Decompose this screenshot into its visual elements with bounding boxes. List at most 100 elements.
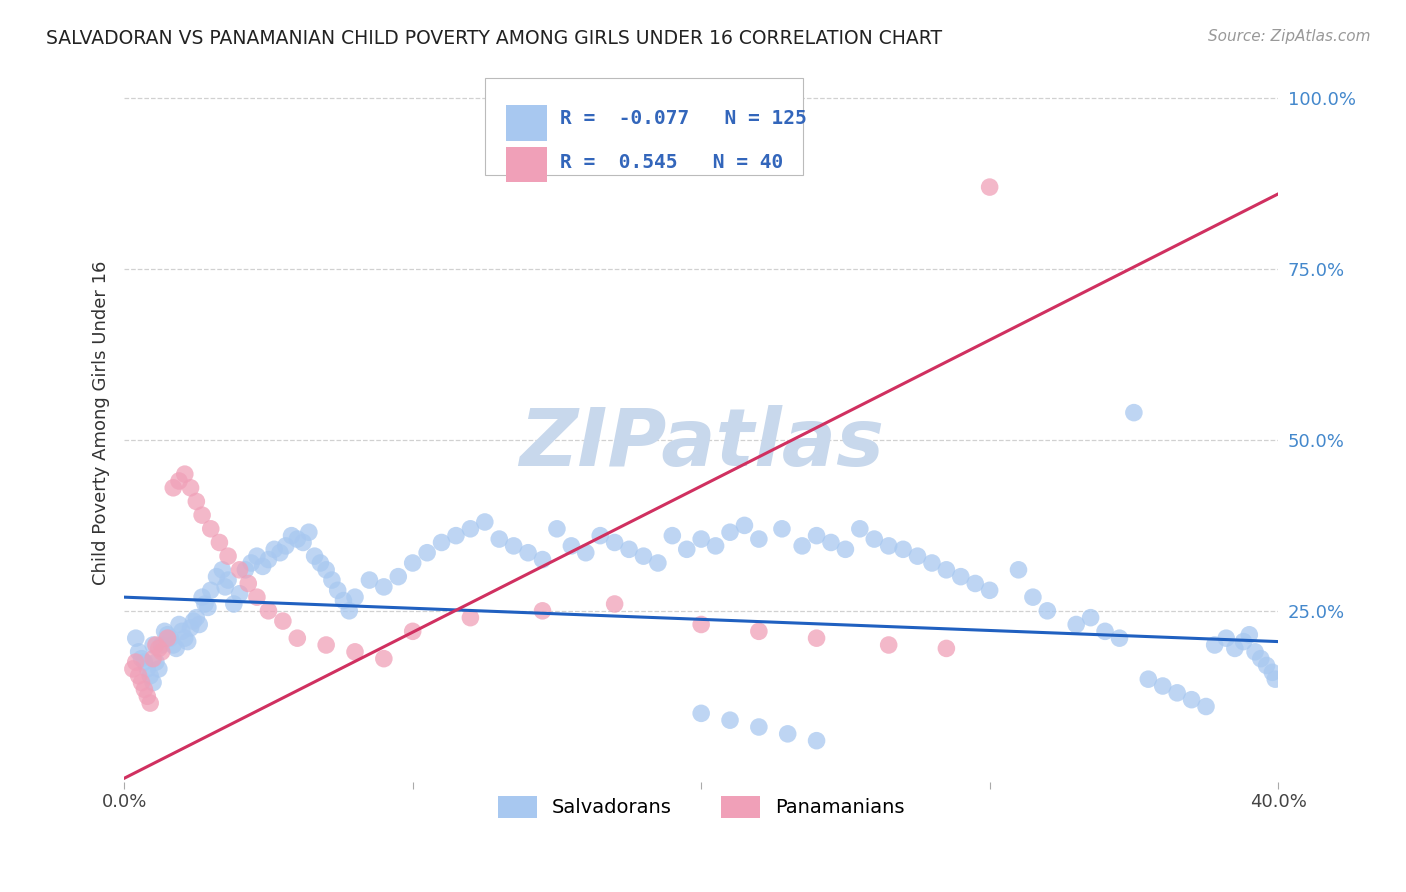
Point bbox=[252, 559, 274, 574]
Point bbox=[131, 675, 153, 690]
Point bbox=[517, 546, 540, 560]
Point bbox=[128, 645, 150, 659]
Point bbox=[460, 522, 482, 536]
Point bbox=[603, 535, 626, 549]
Point bbox=[1180, 692, 1202, 706]
Point bbox=[935, 641, 957, 656]
FancyBboxPatch shape bbox=[506, 105, 547, 141]
Point bbox=[183, 614, 205, 628]
Point bbox=[690, 617, 713, 632]
Text: R =  -0.077   N = 125: R = -0.077 N = 125 bbox=[561, 109, 807, 128]
Point bbox=[148, 641, 170, 656]
Point bbox=[531, 552, 554, 566]
Point bbox=[145, 655, 167, 669]
Point bbox=[704, 539, 727, 553]
Point bbox=[156, 631, 179, 645]
Point bbox=[139, 696, 162, 710]
Point bbox=[167, 617, 190, 632]
Point bbox=[139, 669, 162, 683]
Point bbox=[1244, 645, 1267, 659]
Point bbox=[560, 539, 582, 553]
Point bbox=[285, 631, 308, 645]
Point bbox=[194, 597, 217, 611]
Point bbox=[180, 621, 202, 635]
Point bbox=[315, 563, 337, 577]
Point bbox=[402, 556, 425, 570]
Point bbox=[1250, 651, 1272, 665]
FancyBboxPatch shape bbox=[506, 146, 547, 183]
Point bbox=[165, 641, 187, 656]
Point bbox=[770, 522, 793, 536]
Point bbox=[321, 573, 343, 587]
Point bbox=[444, 528, 467, 542]
Point bbox=[1094, 624, 1116, 639]
Point bbox=[240, 556, 263, 570]
Point bbox=[142, 651, 165, 665]
Point bbox=[460, 610, 482, 624]
Point bbox=[208, 535, 231, 549]
Point bbox=[271, 614, 294, 628]
Point bbox=[274, 539, 297, 553]
Point bbox=[343, 590, 366, 604]
Point bbox=[156, 628, 179, 642]
Point bbox=[326, 583, 349, 598]
Point bbox=[228, 563, 250, 577]
Legend: Salvadorans, Panamanians: Salvadorans, Panamanians bbox=[489, 788, 912, 826]
Point bbox=[907, 549, 929, 563]
Point bbox=[1022, 590, 1045, 604]
Point bbox=[935, 563, 957, 577]
Point bbox=[131, 651, 153, 665]
Point bbox=[205, 569, 228, 583]
Point bbox=[257, 604, 280, 618]
Point bbox=[820, 535, 842, 549]
Point bbox=[792, 539, 814, 553]
Point bbox=[1232, 634, 1254, 648]
Point bbox=[186, 610, 208, 624]
Point bbox=[197, 600, 219, 615]
Point bbox=[979, 583, 1001, 598]
Point bbox=[373, 580, 395, 594]
Text: R =  0.545   N = 40: R = 0.545 N = 40 bbox=[561, 153, 783, 172]
Point bbox=[235, 563, 257, 577]
Point bbox=[834, 542, 856, 557]
Point bbox=[849, 522, 872, 536]
Point bbox=[979, 180, 1001, 194]
Point bbox=[217, 573, 239, 587]
Point bbox=[173, 467, 195, 482]
Point bbox=[200, 583, 222, 598]
Point bbox=[246, 549, 269, 563]
FancyBboxPatch shape bbox=[485, 78, 803, 176]
Point bbox=[263, 542, 285, 557]
Point bbox=[1264, 672, 1286, 686]
Point bbox=[238, 576, 260, 591]
Point bbox=[337, 604, 360, 618]
Point bbox=[1007, 563, 1029, 577]
Point bbox=[373, 651, 395, 665]
Point bbox=[1166, 686, 1188, 700]
Point bbox=[921, 556, 943, 570]
Point bbox=[170, 624, 193, 639]
Point bbox=[965, 576, 987, 591]
Point bbox=[1195, 699, 1218, 714]
Point bbox=[134, 682, 156, 697]
Text: Source: ZipAtlas.com: Source: ZipAtlas.com bbox=[1208, 29, 1371, 45]
Point bbox=[359, 573, 381, 587]
Point bbox=[806, 631, 828, 645]
Point bbox=[661, 528, 683, 542]
Point bbox=[150, 638, 173, 652]
Point bbox=[748, 720, 770, 734]
Point bbox=[733, 518, 755, 533]
Y-axis label: Child Poverty Among Girls Under 16: Child Poverty Among Girls Under 16 bbox=[93, 260, 110, 585]
Point bbox=[718, 525, 741, 540]
Point bbox=[304, 549, 326, 563]
Point bbox=[162, 638, 184, 652]
Point bbox=[877, 638, 900, 652]
Point bbox=[806, 528, 828, 542]
Point bbox=[280, 528, 302, 542]
Point bbox=[647, 556, 669, 570]
Point bbox=[1223, 641, 1246, 656]
Point bbox=[285, 532, 308, 546]
Point bbox=[186, 494, 208, 508]
Point bbox=[191, 508, 214, 523]
Point bbox=[188, 617, 211, 632]
